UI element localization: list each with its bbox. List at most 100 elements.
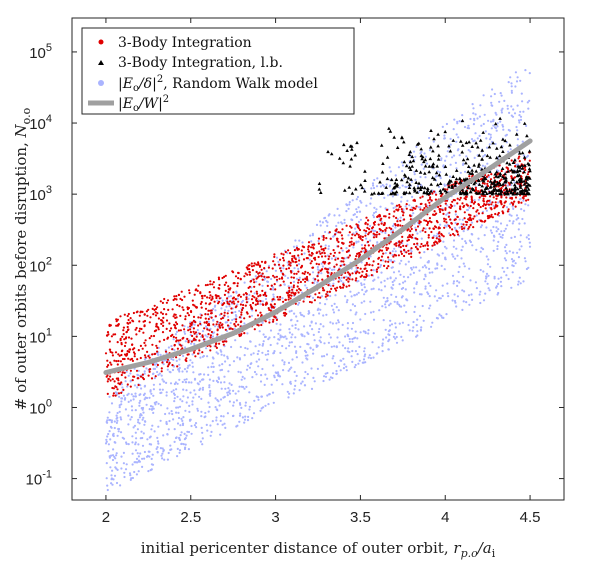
- three-body-point: [382, 223, 385, 227]
- random-walk-point: [294, 379, 297, 382]
- three-body-point: [256, 263, 260, 266]
- three-body-lb-point: [453, 183, 457, 187]
- three-body-lb-point: [412, 186, 416, 190]
- random-walk-point: [123, 475, 126, 479]
- three-body-point: [488, 216, 491, 219]
- random-walk-point: [129, 418, 132, 421]
- three-body-point: [289, 264, 292, 267]
- random-walk-point: [157, 442, 160, 445]
- random-walk-point: [444, 258, 447, 261]
- random-walk-point: [106, 416, 109, 419]
- three-body-point: [409, 215, 412, 218]
- random-walk-point: [131, 441, 134, 444]
- random-walk-point: [455, 247, 458, 250]
- random-walk-point: [266, 394, 269, 397]
- random-walk-point: [230, 345, 233, 349]
- three-body-point: [122, 333, 125, 336]
- three-body-point: [409, 230, 412, 233]
- random-walk-point: [326, 224, 329, 227]
- three-body-point: [250, 279, 253, 283]
- random-walk-point: [515, 125, 518, 129]
- random-walk-point: [187, 448, 190, 451]
- random-walk-point: [239, 345, 242, 349]
- three-body-point: [292, 286, 295, 289]
- three-body-lb-point: [507, 188, 512, 192]
- random-walk-point: [421, 304, 424, 308]
- random-walk-point: [440, 314, 443, 317]
- three-body-point: [463, 227, 466, 230]
- three-body-point: [482, 199, 485, 202]
- three-body-point: [491, 216, 494, 219]
- random-walk-point: [257, 350, 260, 353]
- random-walk-point: [149, 469, 152, 472]
- random-walk-point: [127, 392, 130, 395]
- random-walk-point: [118, 395, 121, 398]
- random-walk-point: [107, 432, 110, 436]
- three-body-point: [279, 295, 282, 299]
- random-walk-point: [363, 350, 366, 353]
- three-body-point: [416, 225, 420, 228]
- random-walk-point: [511, 205, 514, 208]
- random-walk-point: [347, 207, 350, 210]
- three-body-point: [131, 348, 135, 351]
- random-walk-point: [489, 265, 492, 268]
- random-walk-point: [214, 406, 217, 409]
- three-body-point: [351, 278, 354, 281]
- three-body-point: [373, 220, 377, 224]
- three-body-point: [307, 250, 310, 253]
- random-walk-point: [216, 423, 219, 426]
- random-walk-point: [350, 327, 353, 330]
- random-walk-point: [338, 278, 341, 281]
- random-walk-point: [228, 392, 232, 395]
- random-walk-point: [311, 296, 315, 299]
- three-body-point: [435, 193, 438, 196]
- three-body-point: [456, 233, 460, 236]
- random-walk-point: [159, 447, 162, 450]
- three-body-point: [335, 237, 339, 240]
- random-walk-point: [311, 328, 314, 331]
- random-walk-point: [364, 290, 367, 293]
- random-walk-point: [243, 322, 246, 325]
- random-walk-point: [513, 112, 517, 115]
- random-walk-point: [249, 340, 252, 343]
- three-body-point: [403, 254, 406, 258]
- three-body-point: [298, 259, 301, 262]
- random-walk-point: [198, 373, 201, 376]
- random-walk-point: [510, 214, 513, 217]
- random-walk-point: [146, 438, 149, 441]
- three-body-point: [364, 234, 367, 237]
- three-body-point: [320, 255, 324, 258]
- random-walk-point: [144, 420, 147, 423]
- random-walk-point: [518, 222, 521, 225]
- random-walk-point: [121, 386, 124, 389]
- random-walk-point: [518, 198, 522, 201]
- random-walk-point: [184, 437, 187, 440]
- random-walk-point: [356, 353, 359, 356]
- three-body-lb-point: [515, 187, 520, 191]
- random-walk-point: [290, 366, 293, 369]
- random-walk-point: [255, 360, 258, 363]
- random-walk-point: [289, 380, 292, 383]
- random-walk-point: [175, 388, 178, 391]
- three-body-point: [477, 212, 480, 215]
- random-walk-point: [472, 123, 475, 126]
- three-body-point: [494, 212, 497, 216]
- random-walk-point: [215, 351, 218, 354]
- three-body-point: [326, 270, 329, 273]
- three-body-point: [523, 166, 527, 169]
- random-walk-point: [108, 395, 111, 398]
- three-body-point: [224, 289, 227, 292]
- random-walk-point: [514, 85, 517, 88]
- random-walk-point: [146, 454, 149, 458]
- three-body-point: [256, 302, 259, 305]
- three-body-point: [109, 350, 112, 353]
- random-walk-point: [402, 281, 405, 284]
- three-body-point: [132, 311, 135, 315]
- random-walk-point: [527, 266, 530, 269]
- three-body-point: [246, 273, 249, 276]
- three-body-point: [435, 241, 438, 244]
- three-body-point: [380, 255, 384, 258]
- three-body-point: [184, 318, 187, 321]
- three-body-lb-point: [443, 129, 447, 134]
- three-body-lb-point: [499, 188, 504, 193]
